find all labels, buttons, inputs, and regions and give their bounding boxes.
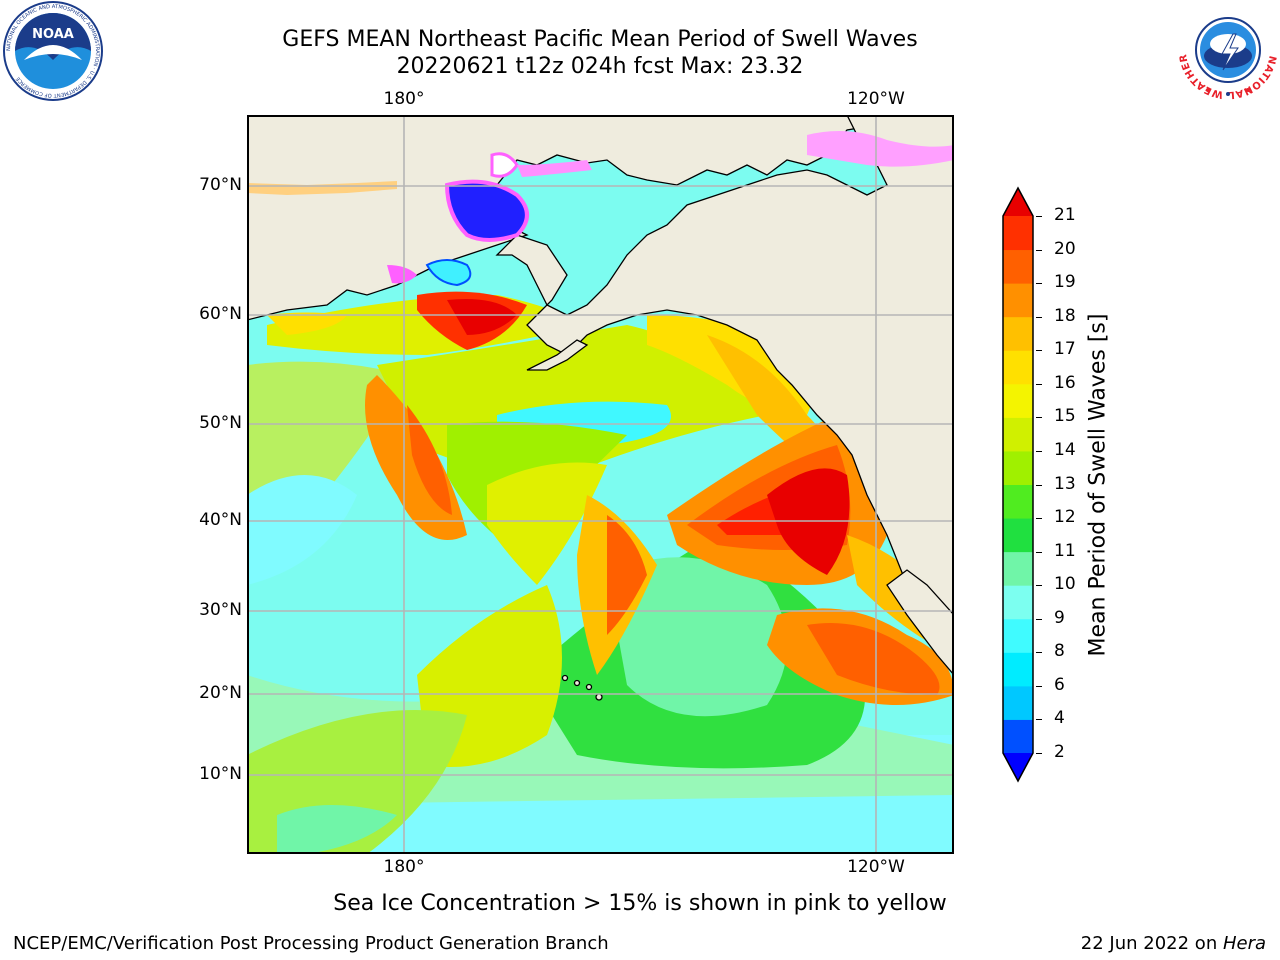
- lat-label-20n: 20°N: [199, 683, 242, 703]
- chart-subtitle: 20220621 t12z 024h fcst Max: 23.32: [396, 54, 804, 79]
- colorbar-tick-mark: [1036, 685, 1042, 687]
- colorbar-band: [1003, 350, 1033, 385]
- colorbar-tick-label: 8: [1054, 641, 1065, 662]
- colorbar-band: [1003, 685, 1033, 720]
- lat-label-70n: 70°N: [199, 175, 242, 195]
- colorbar-under-triangle: [1003, 753, 1033, 781]
- date-prefix: 22 Jun 2022 on: [1080, 933, 1223, 954]
- map-frame: [247, 115, 954, 854]
- colorbar-tick-label: 16: [1054, 372, 1076, 393]
- swell-period-field: [247, 291, 954, 854]
- colorbar-tick-mark: [1036, 383, 1042, 385]
- colorbar-tick-mark: [1036, 484, 1042, 486]
- lat-label-50n: 50°N: [199, 413, 242, 433]
- graticule: [247, 115, 954, 854]
- colorbar-tick-mark: [1036, 518, 1042, 520]
- colorbar-tick-label: 9: [1054, 607, 1065, 628]
- colorbar-tick-mark: [1036, 316, 1042, 318]
- nws-logo: NATIONAL WEATHER SERVICE: [1178, 0, 1277, 100]
- colorbar-tick-label: 18: [1054, 305, 1076, 326]
- colorbar-tick-mark: [1036, 216, 1042, 217]
- colorbar-band: [1003, 719, 1033, 754]
- colorbar-tick-label: 11: [1054, 540, 1076, 561]
- colorbar-tick-mark: [1036, 350, 1042, 352]
- lat-label-30n: 30°N: [199, 600, 242, 620]
- colorbar: [1002, 186, 1034, 783]
- lon-label-bottom-180: 180°: [383, 857, 425, 877]
- colorbar-tick-mark: [1036, 551, 1042, 553]
- colorbar-tick-mark: [1036, 585, 1042, 587]
- colorbar-tick-mark: [1036, 249, 1042, 251]
- colorbar-band: [1003, 383, 1033, 418]
- colorbar-tick-label: 20: [1054, 238, 1076, 259]
- date-text: 22 Jun 2022 on Hera: [1081, 933, 1266, 954]
- colorbar-tick-mark: [1036, 753, 1042, 754]
- sea-ice-overlay: [247, 131, 954, 287]
- colorbar-tick-label: 19: [1054, 272, 1076, 293]
- chart-title: GEFS MEAN Northeast Pacific Mean Period …: [282, 27, 918, 52]
- colorbar-tick-mark: [1036, 719, 1042, 721]
- lon-label-bottom-120w: 120°W: [847, 857, 905, 877]
- colorbar-band: [1003, 283, 1033, 318]
- lon-label-top-120w: 120°W: [847, 89, 905, 109]
- colorbar-band: [1003, 618, 1033, 653]
- colorbar-tick-label: 2: [1054, 742, 1065, 762]
- colorbar-over-triangle: [1003, 188, 1033, 216]
- colorbar-label: Mean Period of Swell Waves [s]: [1085, 313, 1111, 657]
- map-panel: [247, 115, 954, 854]
- colorbar-tick-mark: [1036, 283, 1042, 285]
- colorbar-band: [1003, 551, 1033, 586]
- noaa-logo: NATIONAL OCEANIC AND ATMOSPHERIC ADMINIS…: [3, 1, 103, 101]
- colorbar-band: [1003, 417, 1033, 452]
- colorbar-tick-label: 13: [1054, 473, 1076, 494]
- colorbar-band: [1003, 518, 1033, 553]
- colorbar-tick-label: 17: [1054, 339, 1076, 360]
- lat-label-40n: 40°N: [199, 510, 242, 530]
- colorbar-tick-mark: [1036, 417, 1042, 419]
- sea-ice-caption: Sea Ice Concentration > 15% is shown in …: [333, 891, 947, 916]
- lat-label-10n: 10°N: [199, 764, 242, 784]
- colorbar-tick-label: 21: [1054, 205, 1076, 225]
- colorbar-tick-mark: [1036, 618, 1042, 620]
- colorbar-band: [1003, 484, 1033, 519]
- colorbar-band: [1003, 652, 1033, 687]
- colorbar-band: [1003, 450, 1033, 485]
- colorbar-tick-label: 14: [1054, 439, 1076, 460]
- colorbar-tick-label: 6: [1054, 674, 1065, 695]
- colorbar-tick-mark: [1036, 450, 1042, 452]
- colorbar-tick-label: 12: [1054, 507, 1076, 528]
- colorbar-band: [1003, 316, 1033, 351]
- lat-label-60n: 60°N: [199, 304, 242, 324]
- colorbar-tick-label: 15: [1054, 406, 1076, 427]
- colorbar-band: [1003, 216, 1033, 251]
- colorbar-tick-label: 4: [1054, 708, 1065, 729]
- colorbar-band: [1003, 249, 1033, 284]
- credit-text: NCEP/EMC/Verification Post Processing Pr…: [13, 933, 609, 954]
- land-masses: [247, 115, 954, 701]
- noaa-wordmark: NOAA: [32, 27, 74, 42]
- date-host: Hera: [1222, 933, 1266, 954]
- lon-label-top-180: 180°: [383, 89, 425, 109]
- colorbar-tick-mark: [1036, 652, 1042, 654]
- colorbar-tick-label: 10: [1054, 574, 1076, 595]
- colorbar-band: [1003, 585, 1033, 620]
